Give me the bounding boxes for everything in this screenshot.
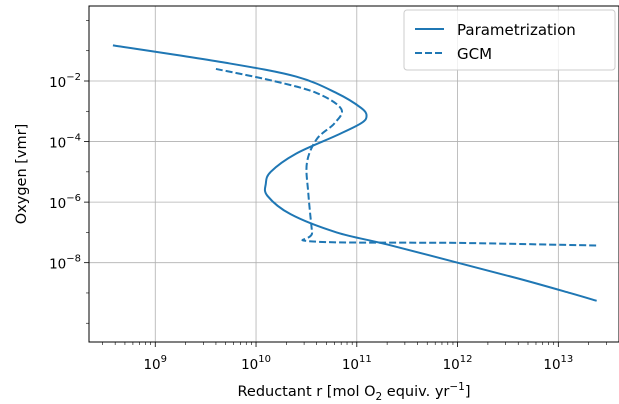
series-layer	[112, 44, 597, 302]
legend: Parametrization GCM	[403, 9, 616, 71]
series-line-gcm	[215, 67, 597, 247]
x-tick-label: 109	[143, 354, 167, 373]
plot-frame	[88, 5, 619, 343]
y-axis-label: Oxygen [vmr]	[14, 124, 30, 224]
y-tick-label: 10−6	[49, 193, 81, 212]
legend-label-parametrization: Parametrization	[457, 21, 576, 39]
series-line-parametrization	[112, 44, 597, 302]
x-tick-label: 1011	[342, 354, 372, 373]
ticks: 109 1010 1011 1012 1013 10−2 10−4 10−6 10−8	[49, 20, 607, 373]
x-tick-label: 1010	[241, 354, 271, 373]
y-tick-label: 10−4	[49, 133, 81, 152]
x-axis-label: Reductant r [mol O2 equiv. yr−1]	[237, 381, 470, 403]
grid	[89, 6, 619, 342]
legend-label-gcm: GCM	[457, 45, 492, 63]
y-tick-label: 10−2	[49, 72, 81, 91]
y-tick-label: 10−8	[49, 254, 81, 273]
x-tick-label: 1012	[443, 354, 473, 373]
x-tick-label: 1013	[543, 354, 573, 373]
legend-frame	[403, 9, 616, 71]
